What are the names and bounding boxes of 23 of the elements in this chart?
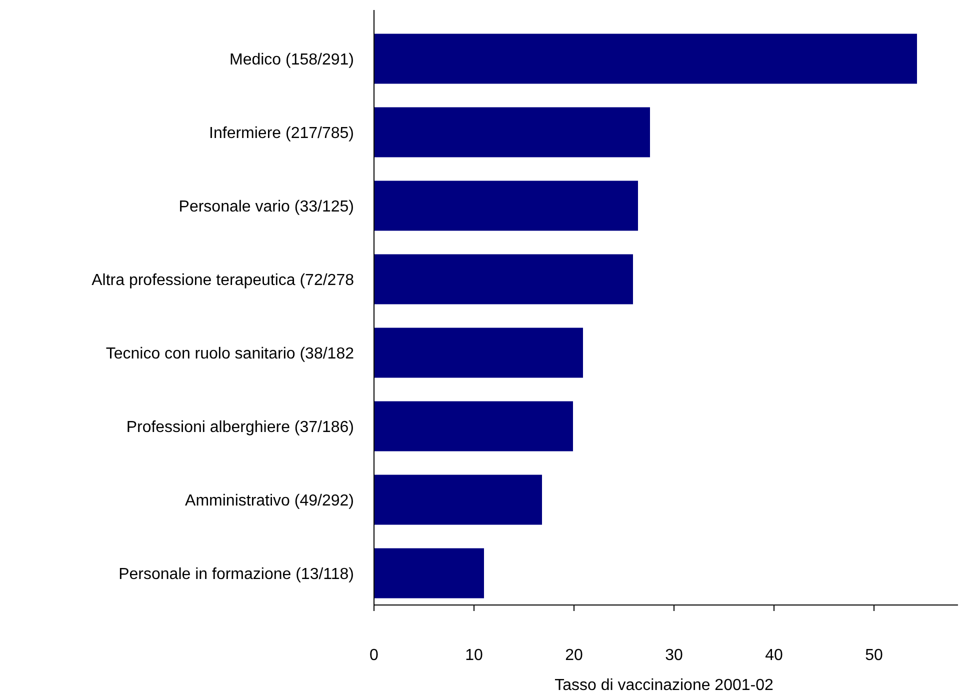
x-tick-label: 20 bbox=[565, 647, 583, 664]
bar bbox=[374, 401, 573, 452]
bar bbox=[374, 328, 583, 378]
y-tick-label: Medico (158/291) bbox=[229, 51, 354, 68]
bar bbox=[374, 180, 638, 231]
x-tick-label: 50 bbox=[865, 647, 883, 664]
bar bbox=[374, 474, 542, 525]
y-tick-label: Altra professione terapeutica (72/278 bbox=[92, 272, 354, 289]
x-axis-title: Tasso di vaccinazione 2001-02 bbox=[554, 677, 774, 694]
x-tick-label: 30 bbox=[665, 647, 683, 664]
y-tick-label: Amministrativo (49/292) bbox=[185, 492, 354, 510]
y-tick-label: Infermiere (217/785) bbox=[209, 124, 354, 142]
x-tick-label: 0 bbox=[370, 647, 379, 664]
y-tick-label: Personale vario (33/125) bbox=[178, 198, 354, 216]
x-tick-label: 40 bbox=[765, 647, 783, 664]
y-tick-label: Tecnico con ruolo sanitario (38/182 bbox=[106, 345, 354, 362]
bar bbox=[374, 548, 484, 598]
y-tick-label: Professioni alberghiere (37/186) bbox=[126, 418, 354, 436]
bar bbox=[374, 34, 917, 84]
bar bbox=[374, 107, 650, 158]
bar bbox=[374, 254, 633, 304]
x-tick-label: 10 bbox=[465, 647, 483, 664]
y-tick-label: Personale in formazione (13/118) bbox=[118, 566, 354, 583]
